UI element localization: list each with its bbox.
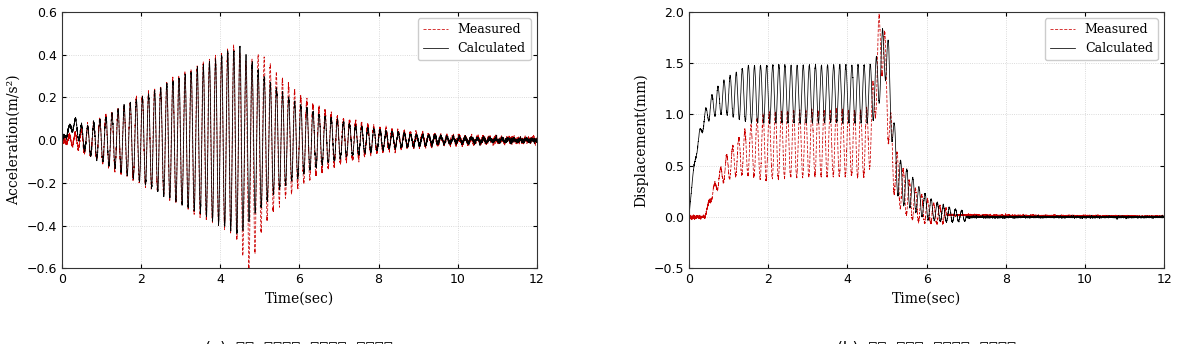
Calculated <box>54 138 68 142</box>
Measured <box>1039 214 1053 218</box>
Measured <box>523 142 538 146</box>
Measured <box>167 133 182 137</box>
Measured <box>935 223 949 227</box>
Line: Measured: Measured <box>61 45 536 269</box>
X-axis label: Time(sec): Time(sec) <box>265 292 334 306</box>
X-axis label: Time(sec): Time(sec) <box>893 292 961 306</box>
Y-axis label: Displacement(mm): Displacement(mm) <box>633 73 648 207</box>
Calculated <box>687 161 702 165</box>
Calculated <box>795 99 809 103</box>
Measured <box>1151 213 1165 217</box>
Calculated <box>897 203 911 207</box>
Measured <box>687 213 702 217</box>
Calculated <box>1157 215 1171 219</box>
Measured <box>270 79 284 83</box>
Calculated <box>523 139 538 143</box>
Measured <box>411 143 426 147</box>
Measured <box>795 150 809 154</box>
Calculated <box>681 216 696 220</box>
Line: Calculated: Calculated <box>689 29 1164 223</box>
Text: (b)  계측  변위와  수치해석  결과비교: (b) 계측 변위와 수치해석 결과비교 <box>837 340 1016 344</box>
Legend: Measured, Calculated: Measured, Calculated <box>1045 18 1158 61</box>
Line: Measured: Measured <box>689 14 1164 225</box>
Calculated <box>1039 215 1053 219</box>
Calculated <box>270 89 284 93</box>
Calculated <box>60 131 74 135</box>
Calculated <box>875 26 889 31</box>
Measured <box>529 135 544 139</box>
Measured <box>681 214 696 218</box>
Measured <box>54 135 68 139</box>
Text: (a)  계측  가속도와  수치해석  결과비교: (a) 계측 가속도와 수치해석 결과비교 <box>205 340 394 344</box>
Calculated <box>946 221 960 225</box>
Measured <box>60 138 74 142</box>
Calculated <box>529 138 544 142</box>
Calculated <box>167 127 182 131</box>
Calculated <box>411 144 426 149</box>
Calculated <box>1151 215 1165 219</box>
Calculated <box>1101 215 1115 219</box>
Measured <box>242 267 256 271</box>
Measured <box>1101 214 1115 218</box>
Legend: Measured, Calculated: Measured, Calculated <box>417 18 531 61</box>
Measured <box>872 12 887 16</box>
Measured <box>1157 213 1171 217</box>
Y-axis label: Acceleration(m/s²): Acceleration(m/s²) <box>7 75 21 205</box>
Measured <box>897 175 911 179</box>
Measured <box>474 141 488 145</box>
Line: Calculated: Calculated <box>61 46 536 234</box>
Calculated <box>233 44 248 48</box>
Calculated <box>474 140 488 144</box>
Calculated <box>230 232 244 236</box>
Measured <box>226 43 241 47</box>
